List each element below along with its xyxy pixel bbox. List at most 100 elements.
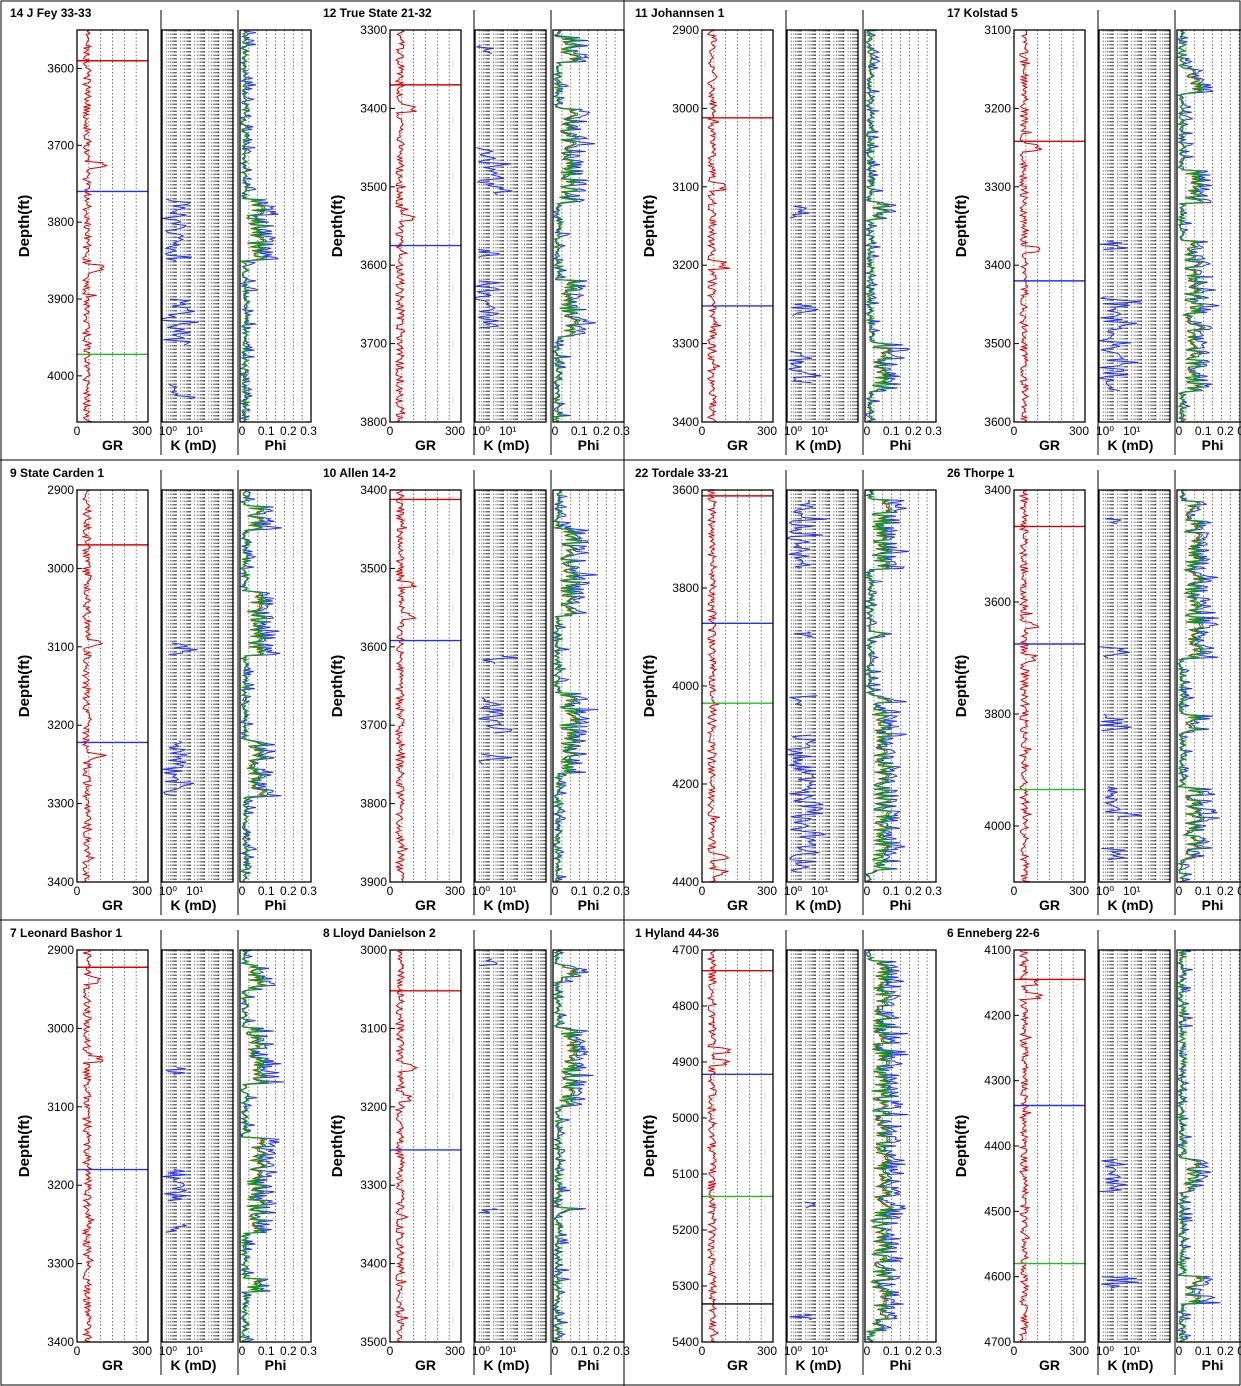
k-tick-label: 10¹ <box>499 424 516 438</box>
gr-tick-label: 300 <box>1069 884 1089 898</box>
depth-tick-label: 3700 <box>360 337 387 351</box>
phi-green-curve <box>1176 29 1207 423</box>
k-tick-label: 10⁰ <box>159 884 177 898</box>
phi-tick-label: 0.1 <box>1195 1344 1212 1358</box>
k-curve <box>169 642 198 656</box>
k-curve <box>478 697 513 734</box>
phi-green-curve <box>864 29 894 423</box>
depth-tick-label: 3900 <box>360 875 387 889</box>
gr-frame <box>389 949 462 1343</box>
k-curve <box>476 45 494 54</box>
depth-tick-label: 4500 <box>984 1204 1011 1218</box>
gr-frame <box>701 29 774 423</box>
phi-track: 0 0.1 0.20.3 Phi <box>1176 949 1241 1373</box>
depth-tick-label: 3800 <box>360 415 387 429</box>
phi-tick-label: 0.1 <box>571 424 588 438</box>
phi-tick-label: 0.2 <box>1217 424 1234 438</box>
k-tick-label: 10⁰ <box>1096 424 1114 438</box>
phi-tick-label: 0 <box>239 1344 246 1358</box>
gr-frame <box>1013 29 1086 423</box>
phi-tick-label: 0 <box>552 1344 559 1358</box>
phi-axis-label: Phi <box>890 437 912 453</box>
phi-tick-label: 0.2 <box>593 884 610 898</box>
well-title: 12 True State 21-32 <box>323 6 432 20</box>
depth-tick-label: 3200 <box>360 1100 387 1114</box>
k-axis-label: K (mD) <box>1108 1357 1154 1373</box>
k-tick-label: 10¹ <box>1123 1344 1140 1358</box>
gr-axis-label: GR <box>415 437 436 453</box>
phi-tick-label: 0.3 <box>925 884 942 898</box>
depth-tick-label: 4700 <box>984 1335 1011 1349</box>
depth-tick-label: 3400 <box>47 875 74 889</box>
phi-frame <box>239 29 312 423</box>
gr-curve <box>81 29 109 423</box>
gr-axis-label: GR <box>1039 1357 1060 1373</box>
gr-tick-label: 0 <box>699 424 706 438</box>
k-tick-label: 10¹ <box>811 1344 828 1358</box>
phi-blue-curve <box>1176 29 1220 423</box>
phi-tick-label: 0.2 <box>593 1344 610 1358</box>
gr-frame <box>76 949 149 1343</box>
gr-frame <box>1013 489 1086 883</box>
gr-axis-label: GR <box>102 897 123 913</box>
phi-tick-label: 0.1 <box>1195 424 1212 438</box>
k-curve <box>162 740 195 797</box>
gr-curve <box>706 949 732 1343</box>
k-curve <box>482 655 518 665</box>
depth-tick-label: 3300 <box>360 23 387 37</box>
depth-tick-label: 5300 <box>672 1279 699 1293</box>
k-curve <box>794 631 813 638</box>
k-tick-label: 10¹ <box>499 1344 516 1358</box>
depth-tick-label: 3400 <box>360 1257 387 1271</box>
k-frame <box>474 489 547 883</box>
gr-tick-label: 0 <box>699 884 706 898</box>
k-tick-label: 10⁰ <box>784 424 802 438</box>
depth-tick-label: 3300 <box>672 337 699 351</box>
k-tick-label: 10⁰ <box>1096 1344 1114 1358</box>
k-tick-label: 10¹ <box>1123 884 1140 898</box>
depth-tick-label: 5400 <box>672 1335 699 1349</box>
k-curve <box>165 1223 187 1233</box>
depth-tick-label: 3800 <box>984 707 1011 721</box>
k-frame <box>786 489 859 883</box>
depth-tick-label: 3400 <box>984 483 1011 497</box>
k-curve <box>786 734 827 873</box>
well-panel: 6 Enneberg 22-64100420043004400450046004… <box>947 926 1241 1375</box>
k-frame <box>786 949 859 1343</box>
well-panel: 8 Lloyd Danielson 2300031003200330034003… <box>323 926 630 1375</box>
phi-tick-label: 0 <box>864 1344 871 1358</box>
phi-tick-label: 0.2 <box>1217 1344 1234 1358</box>
well-title: 10 Allen 14-2 <box>323 466 396 480</box>
phi-frame <box>239 949 312 1343</box>
k-curve <box>161 298 199 346</box>
k-curve <box>1099 713 1132 732</box>
gr-curve <box>1018 29 1043 423</box>
depth-tick-label: 3300 <box>360 1178 387 1192</box>
gr-frame <box>389 29 462 423</box>
k-curve <box>1105 517 1122 525</box>
k-frame <box>161 29 234 423</box>
phi-tick-label: 0.3 <box>1237 884 1241 898</box>
gr-tick-label: 300 <box>1069 1344 1089 1358</box>
k-curve <box>164 1067 186 1076</box>
phi-tick-label: 0 <box>864 884 871 898</box>
depth-tick-label: 3600 <box>360 640 387 654</box>
well-title: 26 Thorpe 1 <box>947 466 1015 480</box>
gr-axis-label: GR <box>727 897 748 913</box>
phi-frame <box>552 489 625 883</box>
depth-tick-label: 3700 <box>360 718 387 732</box>
k-curve <box>789 1313 814 1321</box>
k-frame <box>474 949 547 1343</box>
gr-axis-label: GR <box>727 437 748 453</box>
phi-tick-label: 0.2 <box>280 1344 297 1358</box>
depth-tick-label: 4400 <box>984 1139 1011 1153</box>
gr-frame <box>1013 949 1086 1343</box>
gr-tick-label: 300 <box>132 884 152 898</box>
phi-green-curve <box>239 949 270 1343</box>
